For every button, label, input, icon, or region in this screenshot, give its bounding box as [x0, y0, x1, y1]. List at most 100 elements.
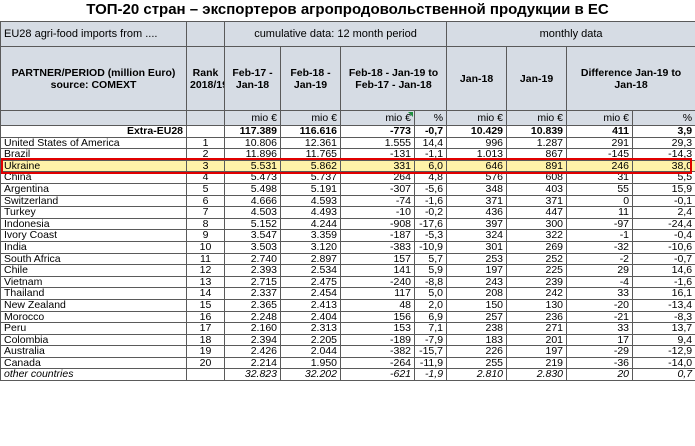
cell-partner: Turkey [0, 206, 187, 219]
cell-cum-diff: 156 [340, 310, 415, 324]
table-body: Extra-EU28 117.389 116.616 -773 -0,7 10.429 10… [0, 125, 695, 382]
cell-month-1: 2.810 [446, 368, 508, 382]
cell-month-1: 10.429 [446, 125, 508, 138]
unit-label: % [413, 110, 448, 126]
cell-month-1: 243 [446, 275, 508, 289]
header-group-monthly: monthly data [446, 21, 695, 47]
cell-cum-pct: -17,6 [413, 217, 448, 231]
cell-cum-2: 3.359 [280, 229, 341, 242]
cell-month-diff: 55 [566, 182, 634, 196]
cell-cum-1: 2.248 [224, 310, 281, 324]
table-row: India 10 3.503 3.120 -383 -10,9 301 269 -32 -10,6 [0, 240, 695, 254]
header-row-groups: EU28 agri-food imports from .... cumulat… [0, 21, 695, 47]
cell-cum-1: 3.503 [224, 240, 281, 254]
table-row: Argentina 5 5.498 5.191 -307 -5,6 348 403 55 15,9 [0, 182, 695, 196]
cell-month-1: 301 [446, 240, 508, 254]
cell-cum-diff: -307 [340, 182, 415, 196]
cell-partner: Thailand [0, 287, 187, 300]
table-row: Morocco 16 2.248 2.404 156 6,9 257 236 -21 -8,3 [0, 310, 695, 324]
cell-partner: India [0, 240, 187, 254]
table-row: Ivory Coast 9 3.547 3.359 -187 -5,3 324 322 -1 -0… [0, 229, 695, 242]
header-top-left: EU28 agri-food imports from .... [0, 21, 187, 47]
cell-partner: Ukraine [0, 159, 187, 173]
cell-rank: 8 [186, 217, 225, 231]
table-row: Colombia 18 2.394 2.205 -189 -7,9 183 201 17 9,4 [0, 333, 695, 347]
cell-month-diff: 291 [566, 136, 634, 150]
cell-month-2: 10.839 [506, 125, 568, 138]
cell-cum-diff: -264 [340, 356, 415, 370]
cell-cum-diff: -908 [340, 217, 415, 231]
cell-cum-diff: -189 [340, 333, 415, 347]
cell-partner: Extra-EU28 [0, 125, 187, 138]
cell-month-1: 576 [446, 171, 508, 184]
unit-label: mio € [566, 110, 634, 126]
cell-cum-2: 2.534 [280, 264, 341, 277]
cell-month-1: 1.013 [446, 148, 508, 161]
cell-cum-pct: -1,1 [413, 148, 448, 161]
cell-cum-1: 2.214 [224, 356, 281, 370]
cell-month-1: 371 [446, 194, 508, 208]
cell-cum-diff: 117 [340, 287, 415, 300]
cell-cum-pct: 5,0 [413, 287, 448, 300]
cell-month-diff: -145 [566, 148, 634, 161]
cell-cum-pct: 4,8 [413, 171, 448, 184]
cell-cum-pct: 7,1 [413, 322, 448, 335]
table-row: Canada 20 2.214 1.950 -264 -11,9 255 219 -36 -14,… [0, 356, 695, 370]
cell-cum-2: 116.616 [280, 125, 341, 138]
cell-rank: 1 [186, 136, 225, 150]
cell-cum-1: 2.394 [224, 333, 281, 347]
cell-cum-1: 2.740 [224, 252, 281, 266]
table-row: New Zealand 15 2.365 2.413 48 2,0 150 130 -20 -13… [0, 298, 695, 312]
header-row-units: mio € mio € mio € % mio € mio € mio € % [0, 110, 695, 126]
cell-month-pct: -0,7 [632, 252, 695, 266]
cell-cum-pct: -11,9 [413, 356, 448, 370]
cell-rank: 4 [186, 171, 225, 184]
header-month-2: Jan-19 [506, 46, 568, 111]
table-row: Chile 12 2.393 2.534 141 5,9 197 225 29 14,6 [0, 264, 695, 277]
cell-cum-2: 1.950 [280, 356, 341, 370]
cell-cum-diff: 153 [340, 322, 415, 335]
header-rank: Rank 2018/19 [186, 46, 225, 111]
cell-cum-pct: -7,9 [413, 333, 448, 347]
cell-cum-pct: -5,3 [413, 229, 448, 242]
cell-cum-2: 4.493 [280, 206, 341, 219]
cell-month-diff: 246 [566, 159, 634, 173]
cell-cum-2: 12.361 [280, 136, 341, 150]
cell-cum-2: 4.593 [280, 194, 341, 208]
header-partner: PARTNER/PERIOD (million Euro) source: CO… [0, 46, 187, 111]
cell-rank: 12 [186, 264, 225, 277]
cell-cum-1: 2.337 [224, 287, 281, 300]
table-row: Turkey 7 4.503 4.493 -10 -0,2 436 447 11 2,4 [0, 206, 695, 219]
cell-cum-pct: 5,9 [413, 264, 448, 277]
cell-cum-diff: -10 [340, 206, 415, 219]
cell-rank [186, 125, 225, 138]
cell-month-diff: 11 [566, 206, 634, 219]
cell-rank: 18 [186, 333, 225, 347]
cell-cum-1: 32.823 [224, 368, 281, 382]
cell-month-1: 255 [446, 356, 508, 370]
cell-month-2: 891 [506, 159, 568, 173]
cell-month-2: 1.287 [506, 136, 568, 150]
cell-month-2: 242 [506, 287, 568, 300]
cell-month-1: 150 [446, 298, 508, 312]
cell-month-2: 608 [506, 171, 568, 184]
cell-cum-1: 2.160 [224, 322, 281, 335]
cell-month-2: 300 [506, 217, 568, 231]
cell-month-1: 324 [446, 229, 508, 242]
cell-month-1: 197 [446, 264, 508, 277]
table-row: China 4 5.473 5.737 264 4,8 576 608 31 5,5 [0, 171, 695, 184]
cell-month-2: 867 [506, 148, 568, 161]
table-row: Vietnam 13 2.715 2.475 -240 -8,8 243 239 -4 -1,6 [0, 275, 695, 289]
cell-cum-1: 3.547 [224, 229, 281, 242]
cell-rank: 9 [186, 229, 225, 242]
cell-month-2: 201 [506, 333, 568, 347]
table-row: United States of America 1 10.806 12.361 1.5… [0, 136, 695, 150]
header-cum-period-2: Feb-18 - Jan-19 [280, 46, 341, 111]
header-month-1: Jan-18 [446, 46, 508, 111]
table-row: Australia 19 2.426 2.044 -382 -15,7 226 197 -29-… [0, 345, 695, 358]
table-row: Indonesia 8 5.152 4.244 -908 -17,6 397 300 -97 -2… [0, 217, 695, 231]
cell-month-pct: -10,6 [632, 240, 695, 254]
cell-rank: 15 [186, 298, 225, 312]
cell-cum-2: 2.044 [280, 345, 341, 358]
cell-month-pct: 5,5 [632, 171, 695, 184]
